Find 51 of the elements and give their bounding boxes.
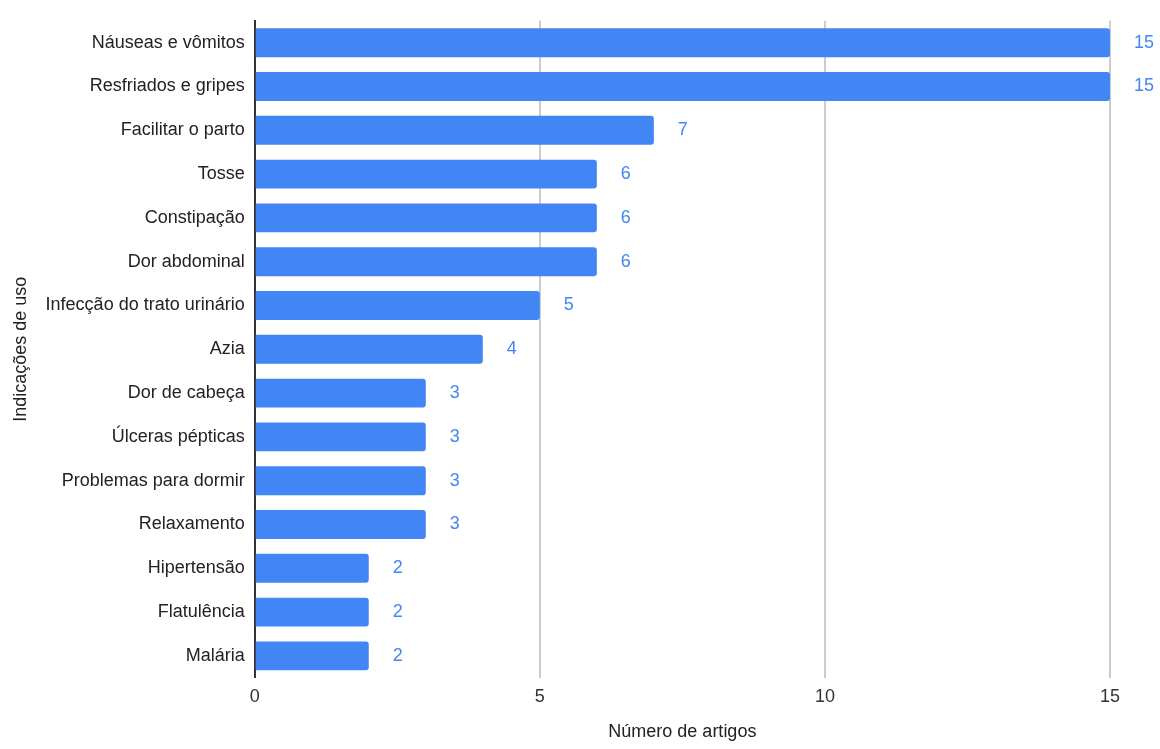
y-tick-label: Náuseas e vômitos: [91, 31, 245, 52]
bar: [255, 291, 540, 320]
y-tick-label: Dor abdominal: [127, 250, 245, 271]
y-tick-label: Azia: [209, 338, 246, 359]
y-tick-label: Dor de cabeça: [127, 382, 246, 403]
bar: [255, 378, 426, 408]
bar: [255, 28, 1110, 58]
data-label: 6: [620, 250, 631, 271]
data-label: 4: [506, 338, 517, 359]
data-label: 2: [392, 557, 403, 578]
data-label: 3: [449, 382, 460, 403]
data-label: 3: [449, 425, 460, 446]
x-tick-label: 10: [814, 685, 835, 706]
data-label: 15: [1134, 75, 1155, 96]
data-label: 2: [392, 601, 403, 622]
y-tick-label: Infecção do trato urinário: [45, 294, 245, 315]
y-tick-label: Tosse: [197, 163, 245, 184]
data-label: 6: [620, 163, 631, 184]
data-label: 2: [392, 644, 403, 665]
bar: [255, 597, 369, 627]
bar: [255, 72, 1110, 101]
bar: [255, 466, 426, 496]
y-tick-label: Facilitar o parto: [120, 119, 245, 140]
data-label: 3: [449, 469, 460, 490]
bar: [255, 334, 483, 364]
bar: [255, 641, 369, 671]
y-tick-label: Malária: [185, 644, 246, 665]
y-tick-label: Constipação: [144, 206, 245, 227]
y-tick-label: Hipertensão: [147, 557, 245, 578]
bar: [255, 159, 597, 189]
y-tick-label: Úlceras pépticas: [111, 424, 245, 446]
x-tick-label: 5: [534, 685, 545, 706]
data-label: 5: [563, 294, 574, 315]
x-axis-title: Número de artigos: [608, 721, 757, 742]
y-tick-label: Flatulência: [157, 601, 246, 622]
x-tick-label: 0: [249, 685, 260, 706]
bar: [255, 247, 597, 277]
bar: [255, 510, 426, 539]
data-label: 3: [449, 513, 460, 534]
bar: [255, 203, 597, 233]
data-label: 7: [677, 119, 688, 140]
bar: [255, 422, 426, 452]
bar: [255, 553, 369, 583]
data-label: 15: [1134, 31, 1155, 52]
y-tick-label: Problemas para dormir: [61, 469, 245, 490]
y-tick-label: Resfriados e gripes: [89, 75, 245, 96]
bar: [255, 115, 654, 145]
y-tick-label: Relaxamento: [138, 513, 245, 534]
data-label: 6: [620, 206, 631, 227]
y-axis-title: Indicações de uso: [9, 276, 30, 422]
x-tick-label: 15: [1099, 685, 1121, 706]
